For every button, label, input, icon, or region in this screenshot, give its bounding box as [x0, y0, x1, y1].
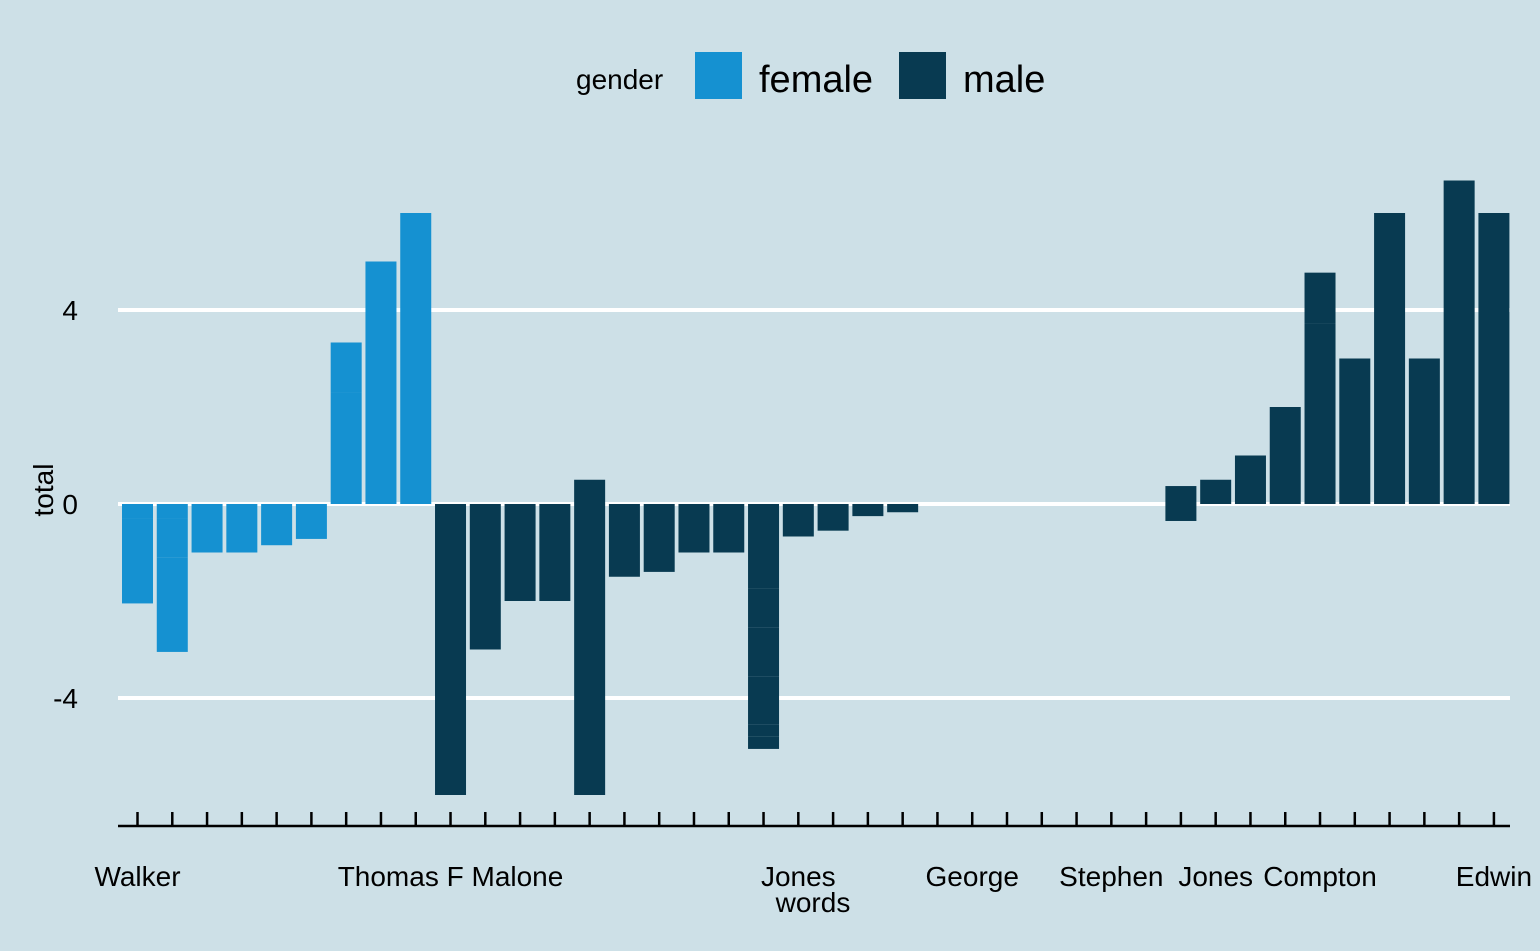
bar-segment [295, 504, 327, 539]
y-tick-label: 0 [62, 489, 78, 520]
bar-segment [1165, 486, 1197, 504]
bar-segment [156, 504, 188, 519]
bar-segment [469, 504, 501, 650]
y-tick-label: -4 [53, 683, 78, 714]
bar-segment [1200, 479, 1232, 504]
x-tick-label: Jones [1178, 861, 1253, 892]
bar-segment [1374, 213, 1406, 504]
bar-segment [365, 261, 397, 504]
bar-segment [435, 504, 467, 795]
bar-segment [643, 504, 675, 572]
bar-segment [748, 588, 780, 628]
bar-segment [330, 342, 362, 393]
bar-segment [1408, 358, 1440, 504]
bar-segment [156, 518, 188, 558]
bar-segment [1339, 358, 1371, 504]
bar-segment [748, 504, 780, 589]
bar-segment [226, 504, 258, 553]
bar-segment [122, 518, 153, 604]
bar-segment [887, 504, 919, 513]
bar-segment [748, 736, 780, 749]
bar-segment [1165, 504, 1197, 521]
bar-segment [748, 627, 780, 677]
x-ticks [136, 812, 1496, 826]
bar-segment [330, 392, 362, 504]
x-tick-label: Stephen [1059, 861, 1163, 892]
bar-segment [539, 504, 571, 601]
bar-segment [504, 504, 536, 601]
x-tick-label: Walker [94, 861, 180, 892]
legend-label-male: male [963, 59, 1045, 101]
bar-segment [400, 213, 432, 504]
bar-segment [1478, 213, 1510, 504]
bar-segment [122, 504, 153, 519]
bar-segment [191, 504, 223, 553]
bar-segment [608, 504, 640, 577]
bar-segment [261, 504, 293, 546]
legend-title: gender [576, 64, 663, 95]
bar-segment [1443, 213, 1475, 504]
y-axis-title: total [28, 464, 59, 517]
bar-segment [1269, 407, 1301, 504]
bar-segment [1443, 180, 1475, 213]
legend-label-female: female [759, 59, 873, 101]
bar-segment [1304, 272, 1336, 324]
legend: gender female male [576, 52, 1045, 101]
bar-segment [748, 676, 780, 725]
x-tick-label: Compton [1263, 861, 1377, 892]
x-tick-label: George [926, 861, 1019, 892]
bar-segment [782, 504, 814, 537]
bar-segment [817, 504, 849, 531]
x-tick-label: Jones [761, 861, 836, 892]
y-tick-labels: -4 0 4 [53, 295, 78, 714]
bars [122, 180, 1510, 795]
x-axis-title: words [775, 887, 851, 918]
legend-swatch-female [695, 52, 742, 99]
bar-segment [678, 504, 710, 553]
bar-segment [852, 504, 884, 517]
bar-segment [1304, 323, 1336, 504]
bar-segment [156, 557, 188, 652]
x-tick-label: Edwin [1456, 861, 1532, 892]
x-tick-label: Thomas F Malone [338, 861, 564, 892]
legend-swatch-male [899, 52, 946, 99]
x-tick-labels: Walker Thomas F Malone Jones George Stephen J… [94, 861, 1532, 892]
bar-segment [713, 504, 745, 553]
bar-segment [574, 479, 606, 504]
bar-segment [1234, 455, 1266, 504]
bar-segment [748, 724, 780, 737]
bar-segment [574, 601, 606, 795]
bar-segment [574, 504, 606, 601]
y-tick-label: 4 [62, 295, 78, 326]
